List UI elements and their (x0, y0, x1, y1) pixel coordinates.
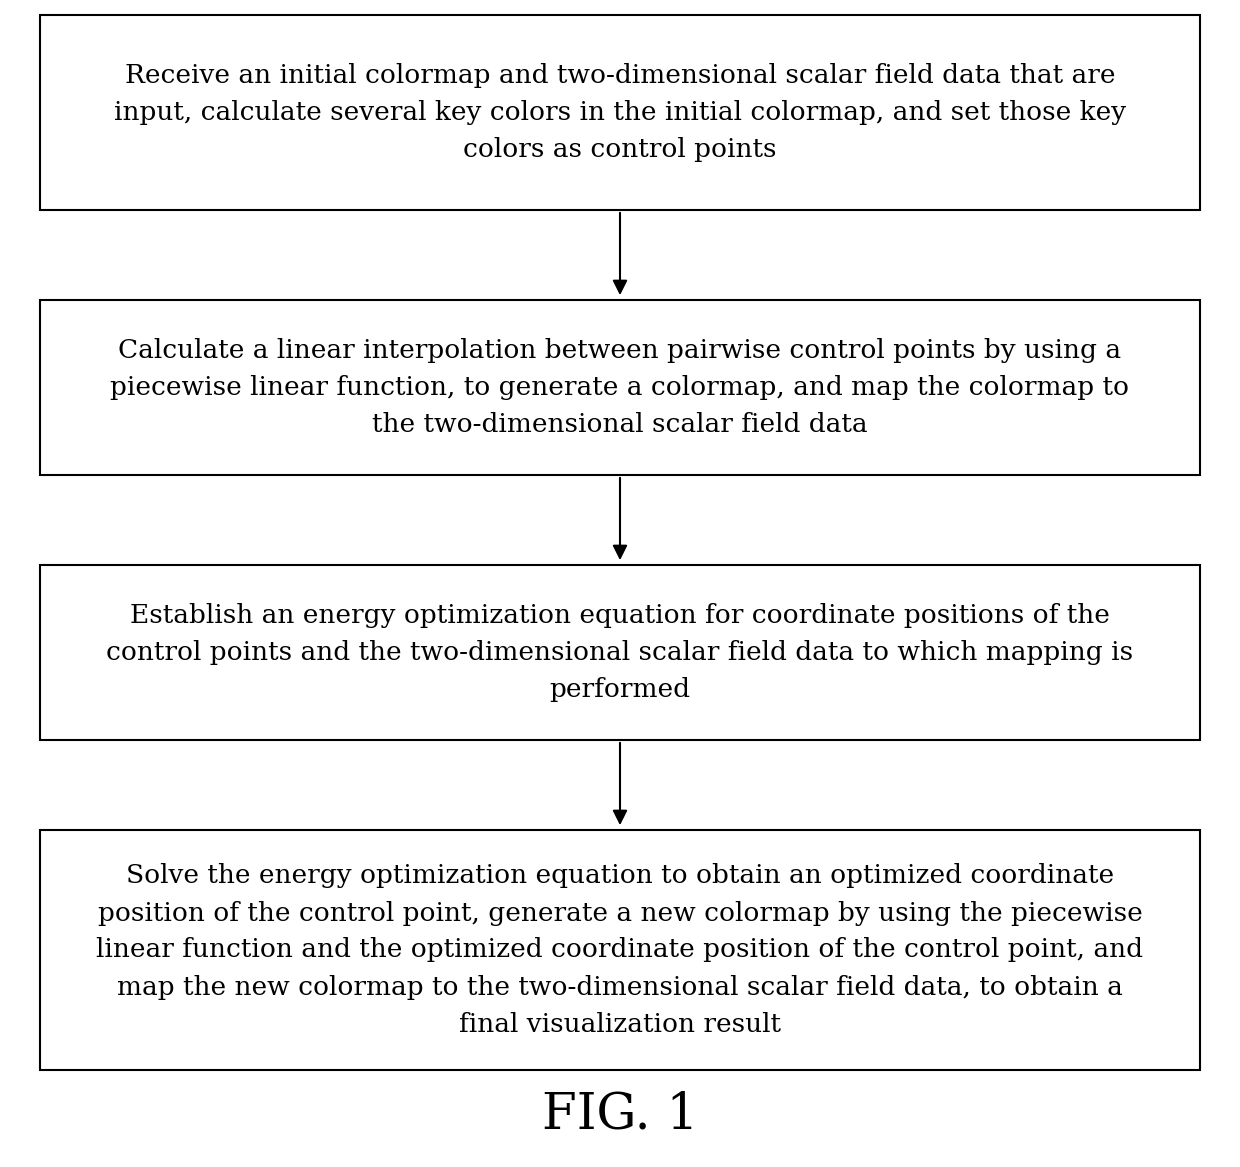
Text: FIG. 1: FIG. 1 (542, 1090, 698, 1140)
Text: Calculate a linear interpolation between pairwise control points by using a
piec: Calculate a linear interpolation between… (110, 338, 1130, 436)
Bar (40, 300, 1200, 475)
Text: Establish an energy optimization equation for coordinate positions of the
contro: Establish an energy optimization equatio… (107, 603, 1133, 703)
Bar (40, 565, 1200, 740)
Text: Receive an initial colormap and two-dimensional scalar field data that are
input: Receive an initial colormap and two-dime… (114, 63, 1126, 162)
Bar (40, 830, 1200, 1070)
Text: Solve the energy optimization equation to obtain an optimized coordinate
positio: Solve the energy optimization equation t… (97, 864, 1143, 1036)
Bar (40, 15, 1200, 210)
